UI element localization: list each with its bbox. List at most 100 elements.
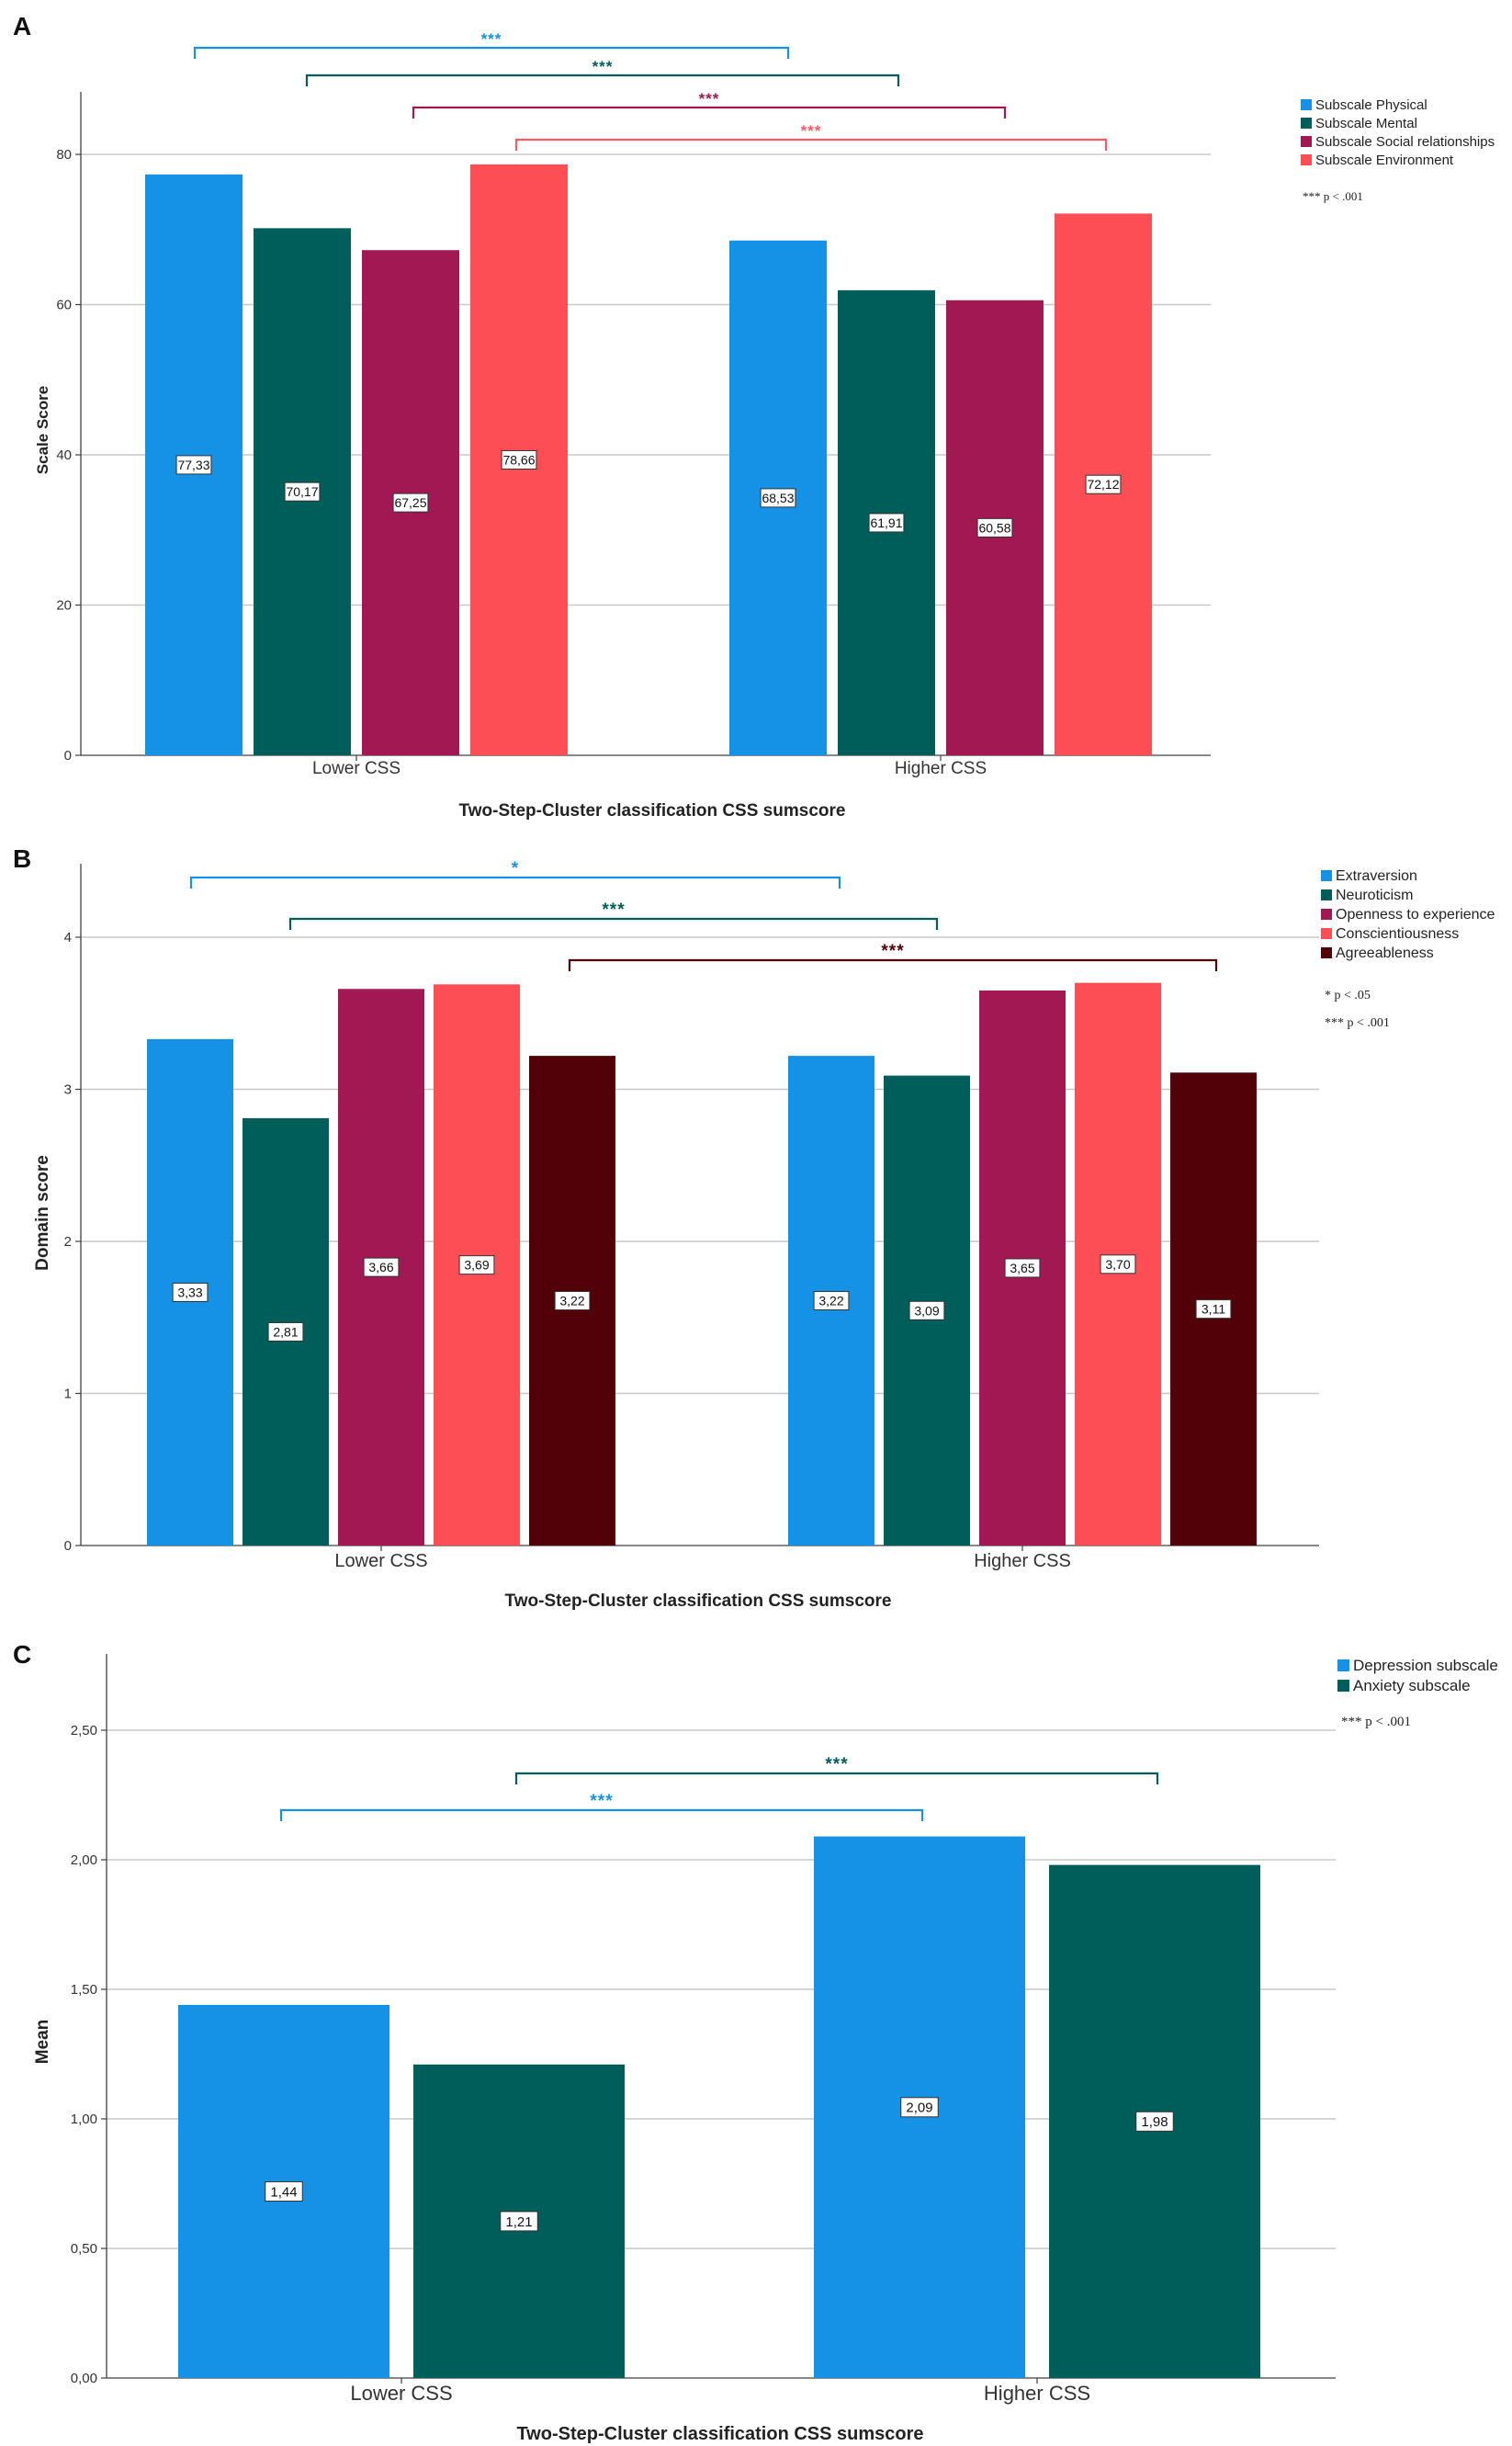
panel-a-significance-line: [193, 46, 790, 59]
panel-c-y-axis-title: Mean: [33, 2020, 52, 2065]
panel-c-y-tick-label: 2,50: [71, 1723, 97, 1738]
panel-b-significance-line: [288, 917, 939, 930]
panel-b-significance-stars: ***: [881, 942, 904, 961]
panel-b-y-tick-label: 3: [64, 1082, 72, 1098]
panel-b-legend-swatch: [1321, 947, 1332, 958]
panel-b-y-tick-label: 1: [64, 1387, 72, 1402]
panel-b-significance-stars: *: [512, 859, 519, 878]
panel-a-significance-stars: ***: [592, 58, 614, 75]
panel-c-x-axis-title: Two-Step-Cluster classification CSS sums…: [516, 2424, 923, 2444]
panel-c-legend-swatch: [1337, 1659, 1349, 1671]
panel-c-x-tick-label: Lower CSS: [350, 2382, 452, 2405]
panel-c-data-label: 1,44: [270, 2184, 297, 2200]
panel-b-data-label-box: [813, 1291, 850, 1311]
panel-b-legend-item: Neuroticism: [1336, 888, 1413, 903]
panel-b-y-tick-label: 4: [64, 930, 72, 946]
panel-a-legend-item: Subscale Social relationships: [1315, 134, 1495, 150]
panel-b-y-tick-label: 0: [64, 1538, 72, 1554]
panel-b-significance-bracket: *: [189, 859, 841, 889]
panel-a-significance-bracket: ***: [305, 58, 900, 86]
panel-c-data-label-box: [900, 2097, 939, 2118]
panel-a-significance-bracket: ***: [514, 122, 1108, 151]
panel-c-label: C: [13, 1640, 31, 1669]
panel-a: A Scale Score Two-Step-Cluster classific…: [13, 12, 1495, 821]
panel-b-data-label-box: [554, 1291, 591, 1311]
panel-b-y-axis-title: Domain score: [33, 1155, 52, 1271]
panel-b-data-label-box: [1100, 1254, 1136, 1274]
panel-c: C Mean Two-Step-Cluster classification C…: [13, 1640, 1498, 2444]
panel-b-legend-swatch: [1321, 870, 1332, 881]
panel-b-data-label-box: [1195, 1299, 1232, 1319]
panel-a-legend-swatch: [1301, 118, 1312, 129]
panel-b-x-axis-title: Two-Step-Cluster classification CSS sums…: [505, 1591, 892, 1611]
panel-a-legend-swatch: [1301, 99, 1312, 110]
panel-c-data-label-box: [500, 2211, 538, 2232]
panel-a-x-tick-label: Lower CSS: [312, 759, 401, 778]
panel-b-data-label: 3,22: [559, 1294, 584, 1308]
panel-a-x-tick-label: Higher CSS: [895, 759, 987, 778]
panel-a-data-label-box: [392, 493, 429, 513]
panel-c-significance-line: [514, 1772, 1159, 1784]
panel-b-legend-item: Agreeableness: [1336, 946, 1434, 961]
panel-a-significance-stars: ***: [481, 30, 502, 48]
panel-a-legend-item: Subscale Environment: [1315, 153, 1454, 168]
panel-c-legend-item: Anxiety subscale: [1353, 1677, 1471, 1694]
panel-c-significance-stars: ***: [590, 1792, 613, 1811]
panel-b-y-tick-label: 2: [64, 1234, 72, 1250]
panel-c-y-tick-label: 0,00: [71, 2371, 97, 2386]
panel-a-y-tick-label: 0: [64, 748, 72, 764]
panel-a-data-label: 78,66: [502, 453, 535, 468]
panel-b-data-label: 3,33: [177, 1285, 202, 1299]
panel-a-x-axis-title: Two-Step-Cluster classification CSS sums…: [459, 801, 846, 821]
panel-b-significance-bracket: ***: [288, 900, 939, 930]
panel-b-data-label-box: [172, 1282, 209, 1302]
panel-a-y-tick-label: 60: [56, 298, 72, 313]
panel-a-legend-item: Subscale Mental: [1315, 116, 1417, 131]
panel-b-legend-swatch: [1321, 909, 1332, 920]
panel-a-data-label: 68,53: [762, 491, 794, 505]
panel-a-significance-bracket: ***: [193, 30, 790, 59]
panel-b: B Domain score Two-Step-Cluster classifi…: [13, 844, 1495, 1611]
panel-a-significance-line: [305, 74, 900, 86]
panel-a-data-label: 77,33: [177, 458, 209, 472]
panel-a-data-label-box: [284, 481, 321, 502]
panel-c-data-label-box: [1135, 2111, 1174, 2132]
panel-b-significance-stars: ***: [602, 900, 625, 920]
panel-b-data-label: 3,09: [914, 1303, 939, 1318]
panel-b-legend-note: *** p < .001: [1325, 1016, 1390, 1030]
panel-c-data-label: 1,98: [1141, 2114, 1168, 2130]
panel-b-legend-swatch: [1321, 889, 1332, 900]
panel-a-data-label-box: [1085, 474, 1122, 494]
panel-b-legend-item: Openness to experience: [1336, 907, 1495, 923]
panel-b-data-label: 3,22: [818, 1294, 843, 1308]
panel-c-x-tick-label: Higher CSS: [984, 2382, 1090, 2405]
panel-b-data-label-box: [363, 1257, 400, 1277]
panel-c-significance-bracket: ***: [514, 1755, 1159, 1784]
panel-c-significance-line: [279, 1808, 924, 1821]
panel-a-data-label-box: [175, 455, 212, 475]
panel-b-data-label: 3,70: [1105, 1257, 1130, 1272]
panel-c-y-tick-label: 0,50: [71, 2241, 97, 2257]
panel-c-legend-item: Depression subscale: [1353, 1657, 1498, 1674]
panel-c-y-tick-label: 1,50: [71, 1982, 97, 1998]
panel-a-data-label: 67,25: [394, 495, 426, 510]
panel-a-data-label-box: [760, 488, 796, 508]
panel-a-significance-stars: ***: [801, 122, 822, 140]
panel-b-label: B: [13, 844, 31, 873]
panel-a-legend-swatch: [1301, 154, 1312, 165]
panel-c-data-label: 1,21: [505, 2214, 532, 2230]
panel-a-significance-line: [514, 138, 1108, 151]
panel-a-significance-bracket: ***: [412, 90, 1007, 119]
panel-b-significance-bracket: ***: [568, 942, 1218, 971]
panel-c-legend-note: *** p < .001: [1341, 1715, 1411, 1729]
panel-b-significance-line: [189, 876, 841, 889]
panel-b-data-label-box: [458, 1255, 495, 1275]
panel-a-legend-item: Subscale Physical: [1315, 97, 1427, 113]
panel-a-data-label: 60,58: [978, 520, 1010, 535]
panel-b-data-label-box: [1004, 1258, 1041, 1278]
panel-a-data-label: 70,17: [286, 484, 318, 499]
panel-a-data-label-box: [501, 449, 537, 470]
panel-a-legend-swatch: [1301, 136, 1312, 147]
panel-b-x-tick-label: Higher CSS: [974, 1551, 1071, 1571]
